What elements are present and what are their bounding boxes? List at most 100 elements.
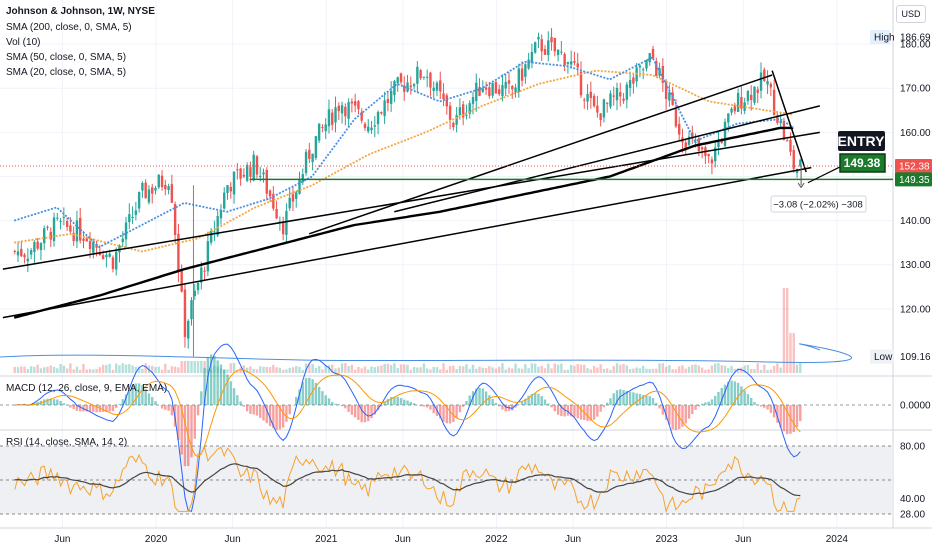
- candle-body: [229, 186, 232, 192]
- macd-histogram-bar: [409, 401, 413, 405]
- macd-histogram-bar: [540, 396, 543, 405]
- macd-histogram-bar: [704, 402, 707, 405]
- volume-bar: [556, 364, 560, 373]
- candle-body: [298, 178, 301, 194]
- volume-bar: [622, 363, 625, 373]
- volume-bar: [694, 364, 697, 373]
- volume-bar: [743, 365, 746, 373]
- candle-body: [259, 175, 262, 177]
- low-tag-box: [870, 349, 894, 364]
- trendlines[interactable]: [0, 70, 893, 319]
- macd-title[interactable]: MACD (12, 26, close, 9, EMA, EMA): [6, 383, 168, 394]
- volume-bar: [632, 368, 635, 373]
- macd-histogram-bar: [281, 405, 285, 428]
- macd-histogram-bar: [586, 405, 589, 422]
- low-value: 109.16: [900, 352, 931, 363]
- candle-body: [92, 241, 95, 253]
- macd-histogram-bar: [609, 398, 612, 405]
- rsi-pane: [0, 445, 893, 515]
- candle-body: [602, 99, 606, 118]
- candle-body: [619, 92, 622, 97]
- macd-histogram-bar: [196, 405, 200, 416]
- volume-bar: [157, 366, 160, 373]
- volume-bar: [448, 366, 452, 373]
- candle-body: [733, 104, 737, 112]
- legend-sma50[interactable]: SMA (50, close, 0, SMA, 5): [6, 52, 127, 63]
- trendline: [2, 166, 812, 319]
- candle-body: [412, 84, 416, 87]
- volume-bar: [406, 364, 409, 373]
- macd-histogram-bar: [520, 401, 524, 405]
- candle-body: [609, 93, 612, 107]
- volume-bar: [527, 368, 530, 373]
- macd-histogram-bar: [517, 404, 521, 405]
- volume-bar: [232, 363, 236, 373]
- macd-histogram-bar: [553, 405, 557, 412]
- candle-body: [183, 289, 187, 338]
- currency-button[interactable]: USD: [896, 5, 926, 23]
- volume-bar: [20, 366, 23, 373]
- macd-histogram-bar: [72, 405, 75, 409]
- candle-body: [714, 147, 717, 162]
- candle-body: [151, 187, 154, 194]
- legend-symbol[interactable]: Johnson & Johnson, 1W, NYSE: [6, 6, 155, 17]
- macd-histogram-bar: [288, 405, 291, 415]
- volume-bar: [62, 365, 66, 373]
- volume-bar: [288, 367, 291, 373]
- macd-histogram-bar: [530, 393, 534, 405]
- macd-histogram-bar: [658, 405, 661, 409]
- macd-histogram-bar: [337, 404, 340, 405]
- candle-body: [295, 192, 298, 199]
- entry-pointer: [807, 165, 843, 184]
- volume-bar: [134, 366, 138, 373]
- candle-body: [167, 186, 170, 191]
- time-axis[interactable]: Jun 2020 Jun 2021 Jun 2022 Jun 2023 Jun 2024: [54, 534, 848, 545]
- volume-bar: [786, 288, 789, 373]
- legend-sma20[interactable]: SMA (20, close, 0, SMA, 5): [6, 67, 127, 78]
- macd-histogram-bar: [750, 397, 753, 405]
- volume-bar: [167, 369, 170, 373]
- volume-bar: [298, 366, 301, 373]
- macd-histogram-bar: [164, 405, 167, 410]
- volume-bar: [422, 363, 426, 373]
- macd-histogram-bar: [85, 405, 88, 412]
- price-tick-label: 130.00: [900, 260, 931, 271]
- macd-histogram-bar: [723, 384, 727, 405]
- macd-histogram-bar: [455, 405, 458, 419]
- trendline: [771, 70, 807, 173]
- macd-histogram-bar: [249, 405, 252, 414]
- candle-body: [154, 187, 157, 191]
- macd-histogram-bar: [569, 405, 573, 417]
- candle-body: [216, 216, 219, 236]
- time-tick-label: 2022: [485, 534, 508, 545]
- legend-sma200[interactable]: SMA (200, close, 0, SMA, 5): [6, 22, 132, 33]
- candle-body: [353, 101, 357, 106]
- price-axis[interactable]: 180.00170.00160.00150.00140.00130.00120.…: [900, 40, 931, 521]
- candle-body: [409, 85, 413, 88]
- candle-body: [605, 102, 609, 104]
- volume-bar: [681, 365, 684, 373]
- volume-bar: [26, 369, 30, 373]
- macd-histogram-bar: [556, 405, 560, 415]
- legend-volume[interactable]: Vol (10): [6, 37, 41, 48]
- time-tick-label: 2020: [145, 534, 168, 545]
- candle-body: [583, 99, 586, 101]
- volume-bar: [720, 365, 723, 373]
- candle-body: [730, 108, 733, 113]
- high-tag-box: [870, 30, 890, 44]
- candle-body: [707, 154, 710, 157]
- candle-body: [36, 241, 39, 249]
- macd-histogram-bar: [383, 402, 386, 405]
- entry-price: 149.38: [844, 156, 881, 170]
- candle-body: [651, 48, 655, 59]
- volume-bar: [291, 367, 295, 373]
- rsi-title[interactable]: RSI (14, close, SMA, 14, 2): [6, 437, 128, 448]
- candle-body: [566, 62, 570, 64]
- candle-body: [461, 104, 465, 118]
- macd-histogram-bar: [52, 399, 56, 405]
- volume-bar: [583, 364, 586, 373]
- volume-bar: [151, 365, 154, 373]
- volume-bar: [671, 369, 674, 373]
- macd-histogram-bar: [504, 405, 507, 412]
